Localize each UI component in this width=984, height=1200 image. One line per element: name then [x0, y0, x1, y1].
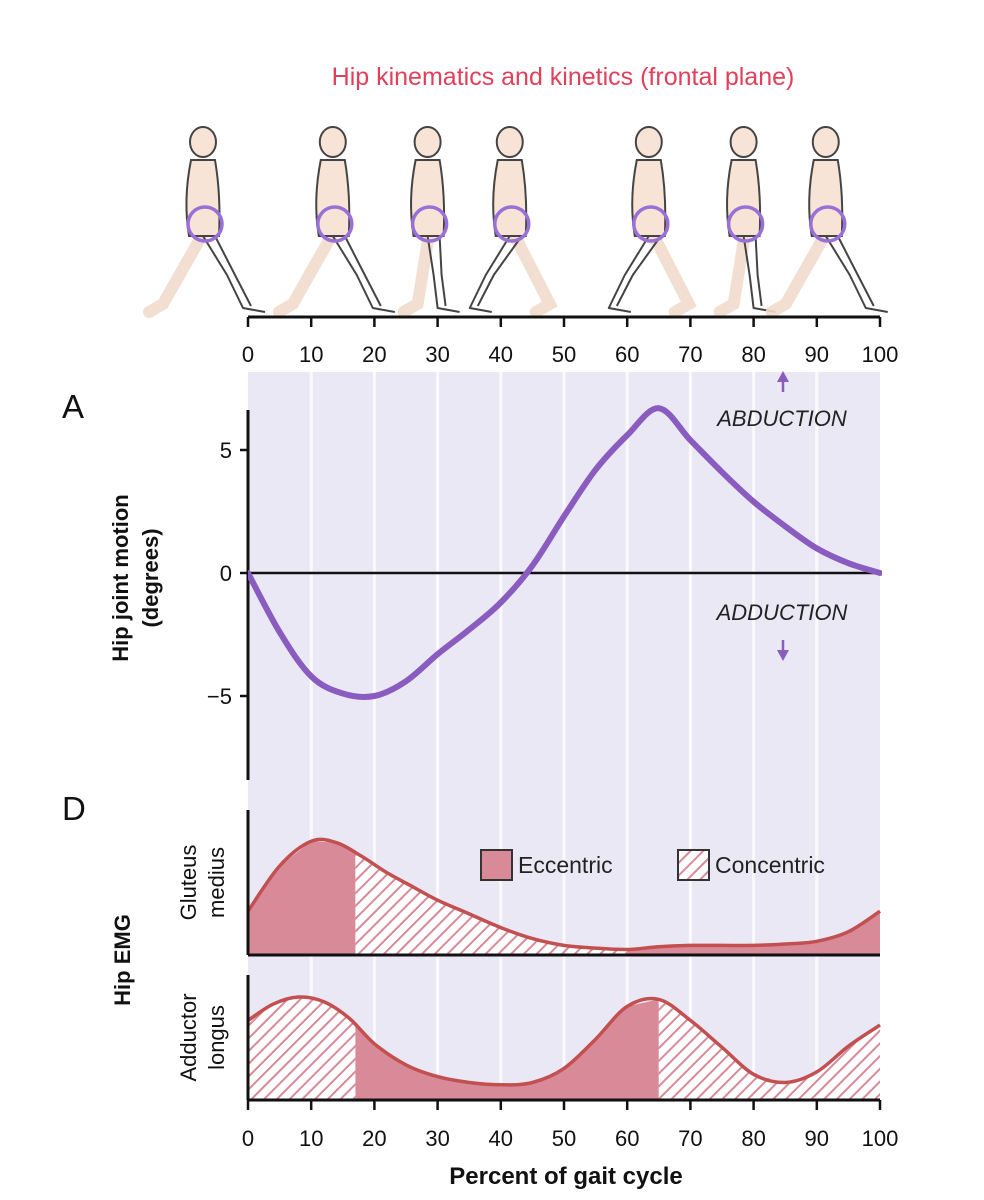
bottom-tick-label-40: 40 [489, 1126, 513, 1151]
hip-circle-2 [410, 205, 449, 243]
bottom-tick-label-100: 100 [862, 1126, 899, 1151]
adductor-longus-emg-segment-concentric-2 [658, 999, 880, 1100]
gluteus-medius-emg-segment-eccentric-2 [627, 911, 880, 955]
y-axis-label-a: Hip joint motion (degrees) [108, 494, 163, 661]
y-tick-label-0: 5 [220, 438, 232, 463]
gluteus-medius-emg-envelope [246, 837, 881, 952]
gluteus-medius-emg-segment-eccentric-0 [248, 841, 356, 955]
y-label-line-0: Hip joint motion [108, 494, 133, 661]
x-axis-label: Percent of gait cycle [449, 1163, 682, 1190]
bottom-tick-label-60: 60 [615, 1126, 639, 1151]
gait-figures [143, 126, 888, 318]
top-tick-label-10: 10 [299, 342, 323, 367]
legend: Eccentric Concentric [480, 849, 825, 881]
emg-rows: Gluteus medius Adductor longus [176, 810, 881, 1102]
abduction-label: ABDUCTION [715, 406, 847, 431]
gluteus-medius-emg-segment-concentric-1 [355, 852, 628, 955]
gait-figure-4 [607, 126, 697, 318]
y-tick-label-1: 0 [220, 561, 232, 586]
bottom-tick-label-70: 70 [678, 1126, 702, 1151]
top-tick-label-100: 100 [862, 342, 899, 367]
y-tick-label-2: −5 [207, 684, 232, 709]
bottom-axis: 0 10 20 30 40 50 60 70 80 90 100 [242, 1098, 899, 1151]
bottom-tick-label-80: 80 [741, 1126, 765, 1151]
y-ticks-a: 5 0 −5 [207, 438, 248, 709]
gait-figure-1 [272, 126, 395, 318]
top-tick-label-0: 0 [242, 342, 254, 367]
gait-figure-3 [468, 126, 558, 318]
top-tick-label-70: 70 [678, 342, 702, 367]
bottom-tick-label-30: 30 [425, 1126, 449, 1151]
hip-circle-3 [493, 205, 531, 243]
adductor-longus-emg-label-line-0: Adductor [176, 993, 201, 1081]
adductor-longus-emg-segment-concentric-0 [248, 997, 356, 1100]
top-tick-label-80: 80 [741, 342, 765, 367]
legend-eccentric-swatch [480, 849, 513, 881]
abduction-arrow [777, 371, 789, 392]
panel-letter-d: D [62, 790, 86, 827]
top-tick-label-90: 90 [805, 342, 829, 367]
hip-circle-0 [186, 205, 224, 243]
gluteus-medius-emg-label-line-0: Gluteus [176, 845, 201, 921]
bottom-tick-label-50: 50 [552, 1126, 576, 1151]
gluteus-medius-emg: Gluteus medius [176, 810, 881, 957]
vertical-gridlines [309, 372, 819, 1100]
gait-figure-6 [765, 126, 888, 318]
adductor-longus-emg: Adductor longus [176, 975, 881, 1102]
hip-circle-1 [316, 205, 354, 243]
gait-figure-0 [143, 126, 266, 318]
y-label-line-1: (degrees) [138, 528, 163, 627]
gluteus-medius-emg-label-line-1: medius [204, 847, 229, 918]
bottom-tick-label-90: 90 [805, 1126, 829, 1151]
emg-group-label: Hip EMG [110, 914, 135, 1006]
adductor-longus-emg-envelope [247, 995, 881, 1087]
hip-circle-4 [632, 205, 670, 243]
legend-eccentric-label: Eccentric [518, 852, 613, 878]
top-tick-label-20: 20 [362, 342, 386, 367]
adduction-arrow [777, 640, 789, 661]
gait-figure-5 [713, 126, 776, 318]
panel-letter-a: A [62, 388, 84, 425]
gait-figure-2 [397, 126, 460, 318]
top-axis: 0 10 20 30 40 50 60 70 80 90 100 [242, 315, 899, 367]
figure-title: Hip kinematics and kinetics (frontal pla… [332, 63, 795, 91]
bottom-tick-label-10: 10 [299, 1126, 323, 1151]
top-tick-label-60: 60 [615, 342, 639, 367]
adduction-label: ADDUCTION [715, 600, 848, 625]
hip-circle-5 [726, 205, 765, 243]
hip-motion-curve [248, 405, 882, 700]
legend-concentric-swatch [677, 849, 710, 881]
top-tick-label-30: 30 [425, 342, 449, 367]
hip-circle-6 [809, 205, 847, 243]
bottom-tick-label-0: 0 [242, 1126, 254, 1151]
top-tick-label-50: 50 [552, 342, 576, 367]
adductor-longus-emg-label-line-1: longus [204, 1005, 229, 1070]
top-tick-label-40: 40 [489, 342, 513, 367]
bottom-tick-label-20: 20 [362, 1126, 386, 1151]
legend-concentric-label: Concentric [715, 852, 825, 878]
